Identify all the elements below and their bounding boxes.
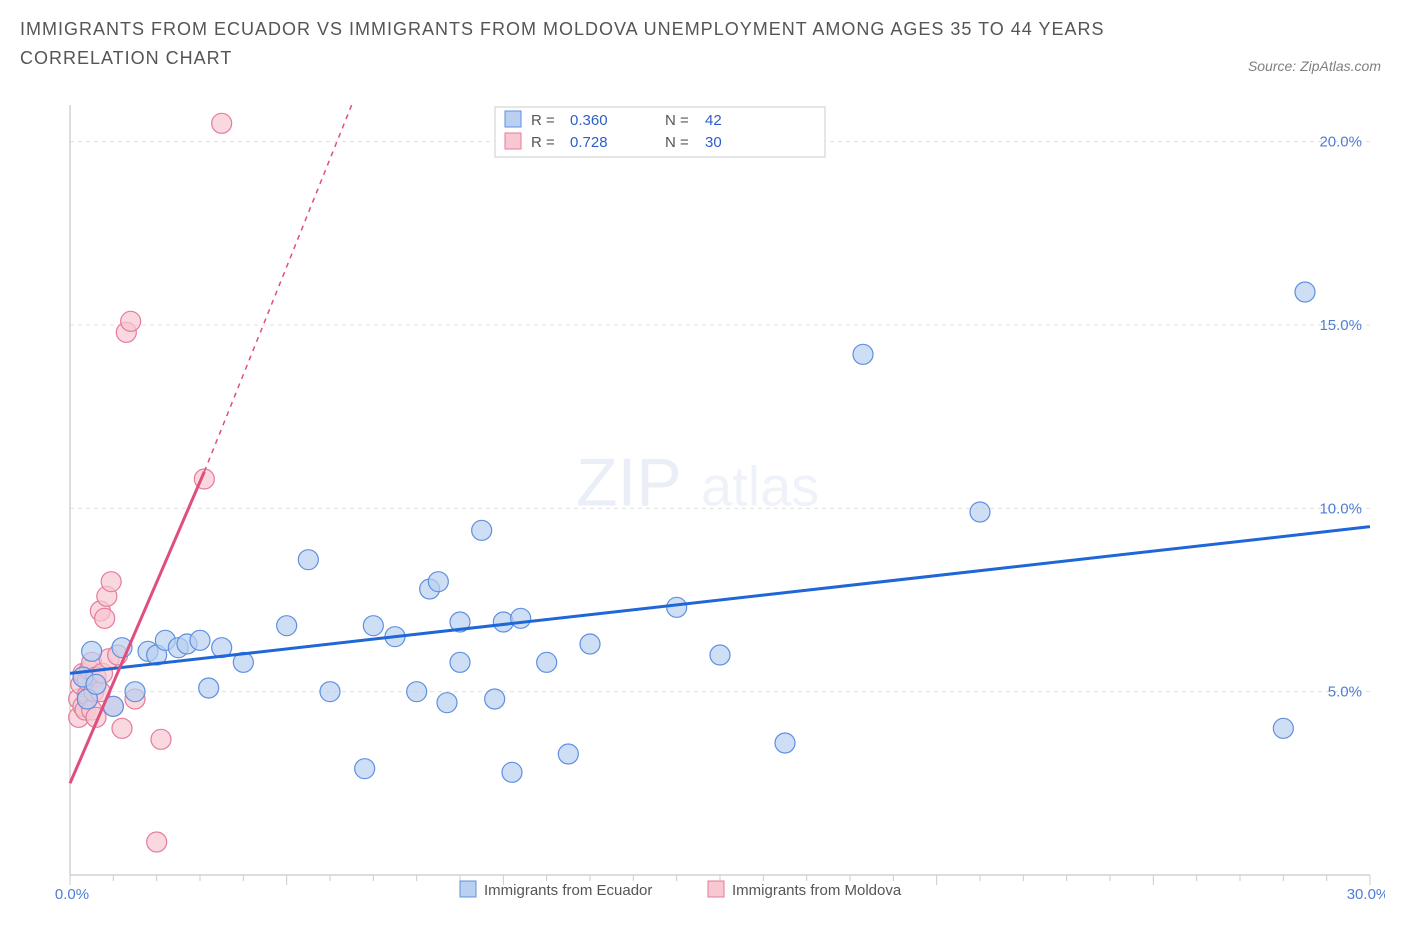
legend-label-ecuador: Immigrants from Ecuador [484,882,652,899]
point-moldova [212,113,232,133]
point-ecuador [580,634,600,654]
point-moldova [121,311,141,331]
point-ecuador [970,502,990,522]
stats-r-label-moldova: R = [531,134,555,151]
point-ecuador [437,693,457,713]
point-moldova [95,608,115,628]
stats-r-label-ecuador: R = [531,112,555,129]
point-moldova [112,718,132,738]
chart-title: IMMIGRANTS FROM ECUADOR VS IMMIGRANTS FR… [20,15,1186,73]
point-ecuador [355,759,375,779]
point-ecuador [853,344,873,364]
point-ecuador [472,520,492,540]
point-ecuador [298,550,318,570]
stats-n-value-moldova: 30 [705,134,722,151]
point-moldova [147,832,167,852]
legend-swatch-ecuador [460,881,476,897]
y-tick-label: 5.0% [1328,684,1362,701]
point-ecuador [82,641,102,661]
point-ecuador [1295,282,1315,302]
point-ecuador [190,630,210,650]
point-ecuador [86,674,106,694]
point-ecuador [428,572,448,592]
stats-n-value-ecuador: 42 [705,112,722,129]
point-ecuador [537,652,557,672]
watermark-zip: ZIP [576,444,682,520]
point-moldova [101,572,121,592]
point-ecuador [363,616,383,636]
y-tick-label: 15.0% [1319,317,1362,334]
point-ecuador [450,652,470,672]
point-ecuador [277,616,297,636]
point-ecuador [199,678,219,698]
point-ecuador [320,682,340,702]
point-ecuador [667,597,687,617]
legend-swatch-moldova [708,881,724,897]
point-ecuador [407,682,427,702]
point-ecuador [493,612,513,632]
point-ecuador [558,744,578,764]
point-ecuador [511,608,531,628]
stats-r-value-ecuador: 0.360 [570,112,608,129]
stats-r-value-moldova: 0.728 [570,134,608,151]
point-ecuador [502,762,522,782]
chart-svg: 5.0% 10.0% 15.0% 20.0% ZIP atlas 0.0% 30.0% R = 0… [55,95,1385,905]
legend-label-moldova: Immigrants from Moldova [732,882,902,899]
y-tick-label: 10.0% [1319,500,1362,517]
stats-swatch-moldova [505,133,521,149]
chart-container: 5.0% 10.0% 15.0% 20.0% ZIP atlas 0.0% 30.0% R = 0… [55,95,1385,905]
point-ecuador [485,689,505,709]
point-ecuador [1273,718,1293,738]
point-moldova [151,729,171,749]
x-tick-label: 30.0% [1347,886,1385,903]
stats-n-label-ecuador: N = [665,112,689,129]
y-tick-label: 20.0% [1319,134,1362,151]
x-tick-label: 0.0% [55,886,89,903]
page-root: IMMIGRANTS FROM ECUADOR VS IMMIGRANTS FR… [0,0,1406,930]
point-ecuador [125,682,145,702]
source-attribution: Source: ZipAtlas.com [1248,58,1381,74]
point-ecuador [775,733,795,753]
watermark-atlas: atlas [701,454,819,517]
stats-n-label-moldova: N = [665,134,689,151]
stats-swatch-ecuador [505,111,521,127]
point-ecuador [710,645,730,665]
